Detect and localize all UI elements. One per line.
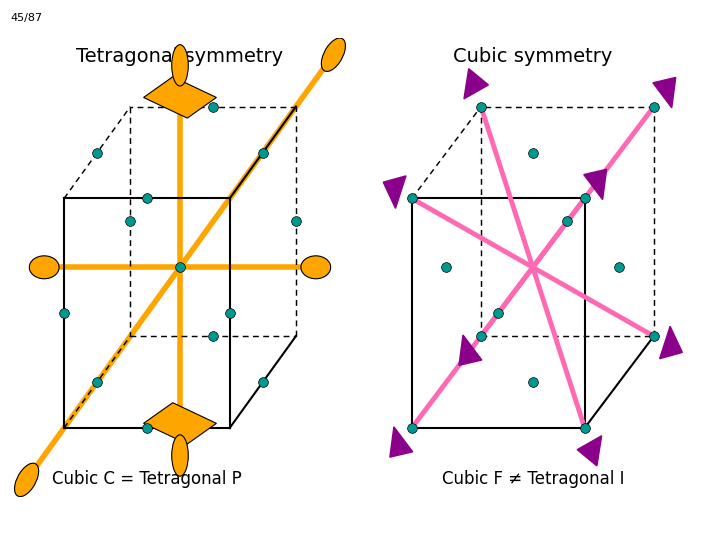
Ellipse shape — [172, 435, 189, 476]
Ellipse shape — [172, 45, 189, 86]
Polygon shape — [660, 326, 683, 359]
Ellipse shape — [321, 38, 346, 71]
Polygon shape — [383, 176, 406, 208]
Text: Cubic C = Tetragonal P: Cubic C = Tetragonal P — [52, 470, 242, 488]
Polygon shape — [464, 69, 488, 99]
Polygon shape — [390, 427, 413, 457]
Ellipse shape — [30, 256, 59, 279]
Polygon shape — [143, 403, 217, 444]
Text: 45/87: 45/87 — [11, 14, 43, 24]
Text: Tetragonal symmetry: Tetragonal symmetry — [76, 47, 284, 66]
Ellipse shape — [301, 256, 330, 279]
Text: Cubic F ≠ Tetragonal I: Cubic F ≠ Tetragonal I — [441, 470, 624, 488]
Polygon shape — [143, 77, 217, 118]
Polygon shape — [577, 436, 602, 466]
Polygon shape — [653, 77, 676, 108]
Polygon shape — [584, 169, 607, 200]
Ellipse shape — [14, 463, 39, 497]
Polygon shape — [459, 335, 482, 366]
Text: Cubic symmetry: Cubic symmetry — [453, 47, 613, 66]
